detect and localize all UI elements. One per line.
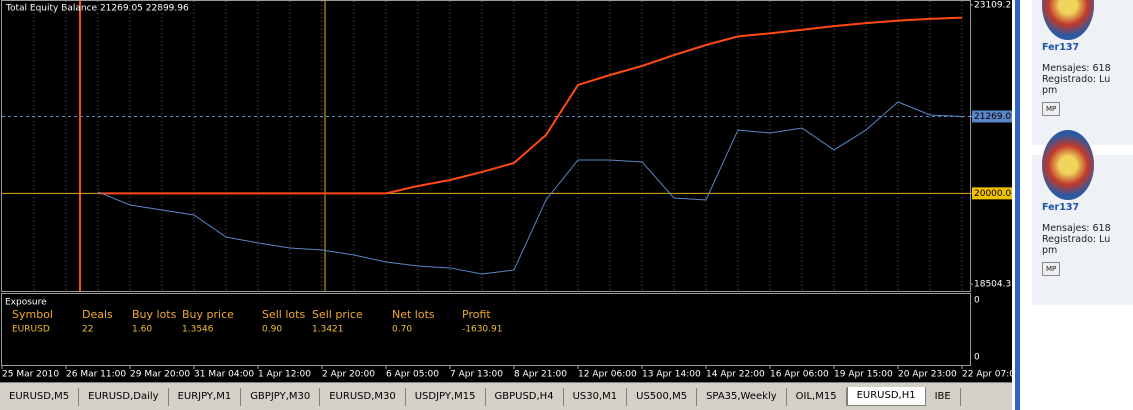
x-tick-label: 25 Mar 2010 (2, 370, 59, 380)
x-tick-label: 13 Apr 14:00 (642, 370, 701, 380)
symbol-tab[interactable]: EURUSD,M30 (320, 387, 406, 406)
x-tick-label: 26 Mar 11:00 (66, 370, 126, 380)
y-tick-label: 20000.00 (974, 189, 1012, 199)
x-tick-label: 22 Apr 07:00 (962, 370, 1012, 380)
cell: 0.70 (392, 325, 412, 335)
x-tick-label: 1 Apr 12:00 (258, 370, 311, 380)
y-tick-label: 21269.05 (974, 112, 1012, 122)
column-header: Symbol (12, 308, 53, 321)
cell: 22 (82, 325, 93, 335)
x-tick-label: 12 Apr 06:00 (578, 370, 637, 380)
plot-frame (1, 0, 971, 292)
x-tick-label: 19 Apr 15:00 (834, 370, 893, 380)
symbol-tab[interactable]: SPA35,Weekly (697, 387, 787, 406)
exposure-title: Exposure (5, 298, 47, 308)
avatar (1042, 0, 1094, 40)
registered-extra: pm (1042, 245, 1058, 256)
cell: 1.3421 (312, 325, 344, 335)
chart-bg (0, 0, 1012, 382)
x-tick-label: 14 Apr 22:00 (706, 370, 765, 380)
post-author: Fer137 Mensajes: 618 Registrado: Lu pm MP (1042, 0, 1133, 116)
symbol-tabs: EURUSD,M5 EURUSD,Daily EURJPY,M1 GBPJPY,M30… (0, 382, 1012, 410)
chart-title: Total Equity Balance 21269.05 22899.96 (5, 4, 189, 14)
registered: Registrado: Lu (1042, 74, 1111, 85)
username[interactable]: Fer137 (1042, 42, 1080, 53)
x-tick-label: 6 Apr 05:00 (386, 370, 439, 380)
y-tick-label: 23109.28 (974, 0, 1012, 10)
sidebar-border (1015, 0, 1020, 410)
subwindow-tick-label: 0 (974, 353, 980, 363)
symbol-tab[interactable]: GBPUSD,H4 (486, 387, 564, 406)
symbol-tab[interactable]: USDJPY,M15 (406, 387, 486, 406)
column-header: Profit (462, 308, 491, 321)
series-line (98, 16, 963, 195)
y-tick-box (972, 110, 1012, 123)
message-count: Mensajes: 618 (1042, 63, 1111, 74)
x-tick-label: 29 Mar 20:00 (130, 370, 190, 380)
column-header: Buy price (182, 308, 234, 321)
subwindow-tick-label: 0 (974, 296, 980, 306)
column-header: Deals (82, 308, 113, 321)
post-author: Fer137 Mensajes: 618 Registrado: Lu pm MP (1042, 130, 1133, 276)
chart: Total Equity Balance 21269.05 22899.96 2… (0, 0, 1012, 382)
x-tick-label: 20 Apr 23:00 (898, 370, 957, 380)
y-tick-label: 18504.36 (974, 279, 1012, 289)
mp-button[interactable]: MP (1042, 262, 1061, 276)
column-header: Sell price (312, 308, 363, 321)
avatar (1042, 130, 1094, 200)
column-header: Sell lots (262, 308, 305, 321)
symbol-tab[interactable]: US500,M5 (627, 387, 698, 406)
symbol-tab[interactable]: EURUSD,H1 (846, 387, 926, 406)
cell: EURUSD (12, 325, 50, 335)
symbol-tab[interactable]: EURJPY,M1 (169, 387, 242, 406)
column-header: Net lots (392, 308, 435, 321)
username[interactable]: Fer137 (1042, 202, 1080, 213)
symbol-tab[interactable]: EURUSD,M5 (0, 387, 80, 406)
cell: 1.3546 (182, 325, 214, 335)
symbol-tab[interactable]: OIL,M15 (787, 387, 847, 406)
x-tick-label: 7 Apr 13:00 (450, 370, 503, 380)
y-tick-box (972, 187, 1012, 200)
registered: Registrado: Lu (1042, 234, 1111, 245)
cell: -1630.91 (462, 325, 502, 335)
series-line (97, 101, 963, 275)
message-count: Mensajes: 618 (1042, 223, 1111, 234)
x-tick-label: 31 Mar 04:00 (194, 370, 254, 380)
mp-button[interactable]: MP (1042, 102, 1061, 116)
symbol-tab[interactable]: EURUSD,Daily (79, 387, 169, 406)
registered-extra: pm (1042, 85, 1058, 96)
x-tick-label: 2 Apr 20:00 (322, 370, 375, 380)
subwindow-frame (1, 293, 971, 366)
x-tick-label: 8 Apr 21:00 (514, 370, 567, 380)
symbol-tab[interactable]: US30,M1 (564, 387, 628, 406)
symbol-tab[interactable]: GBPJPY,M30 (241, 387, 321, 406)
cell: 0.90 (262, 325, 282, 335)
x-tick-label: 16 Apr 06:00 (770, 370, 829, 380)
column-header: Buy lots (132, 308, 177, 321)
cell: 1.60 (132, 325, 152, 335)
symbol-tab[interactable]: IBE (926, 387, 961, 406)
forum-sidebar: Fer137 Mensajes: 618 Registrado: Lu pm MP Fer… (1012, 0, 1133, 410)
